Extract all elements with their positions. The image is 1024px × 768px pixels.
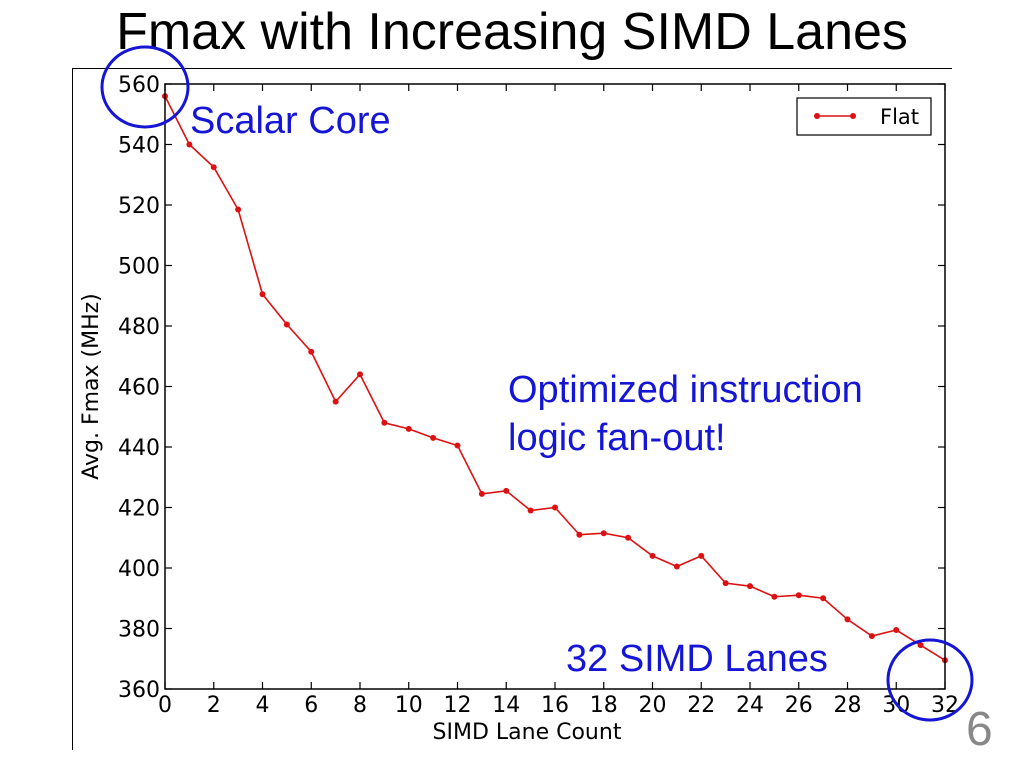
x-tick-label: 4 bbox=[256, 693, 270, 718]
x-tick-label: 32 bbox=[931, 693, 959, 718]
x-tick-label: 8 bbox=[353, 693, 367, 718]
plot-frame bbox=[164, 83, 946, 690]
data-point bbox=[405, 425, 412, 432]
data-point bbox=[186, 141, 193, 148]
data-point bbox=[259, 291, 266, 298]
legend-label-flat: Flat bbox=[880, 105, 919, 129]
y-tick-label: 560 bbox=[118, 73, 160, 98]
legend-marker bbox=[850, 113, 856, 119]
data-point bbox=[649, 552, 656, 559]
highlight-circle-32-lanes bbox=[886, 638, 974, 722]
data-point bbox=[283, 321, 290, 328]
data-point bbox=[454, 442, 461, 449]
simd-32-annotation: 32 SIMD Lanes bbox=[566, 638, 828, 680]
data-point bbox=[747, 583, 753, 590]
x-tick-label: 22 bbox=[687, 693, 715, 718]
x-tick-label: 26 bbox=[785, 693, 813, 718]
y-tick-label: 480 bbox=[118, 315, 160, 340]
x-tick-label: 12 bbox=[444, 693, 472, 718]
data-point bbox=[357, 371, 363, 378]
data-point bbox=[722, 580, 729, 587]
data-point bbox=[430, 434, 437, 441]
data-point bbox=[600, 530, 607, 537]
x-tick-label: 28 bbox=[834, 693, 862, 718]
x-tick-label: 0 bbox=[158, 693, 172, 718]
data-point bbox=[917, 642, 924, 649]
data-point bbox=[332, 398, 339, 405]
optimized-annotation-line2: logic fan-out! bbox=[508, 417, 726, 459]
y-axis-label: Avg. Fmax (MHz) bbox=[79, 293, 104, 480]
data-point bbox=[210, 164, 217, 171]
x-tick-label: 24 bbox=[736, 693, 764, 718]
legend: Flat bbox=[796, 97, 932, 136]
data-point bbox=[381, 419, 388, 426]
y-tick-label: 440 bbox=[118, 436, 160, 461]
title-underline bbox=[72, 68, 952, 69]
x-tick-label: 6 bbox=[304, 693, 318, 718]
data-point bbox=[235, 206, 242, 213]
highlight-circle-scalar-core bbox=[100, 45, 190, 129]
data-point bbox=[868, 633, 875, 640]
legend-marker bbox=[814, 113, 820, 119]
slide-title: Fmax with Increasing SIMD Lanes bbox=[116, 3, 908, 61]
y-tick-label: 540 bbox=[118, 134, 160, 159]
x-tick-label: 14 bbox=[492, 693, 520, 718]
data-point bbox=[478, 490, 485, 497]
series-layer bbox=[162, 93, 948, 664]
data-point bbox=[844, 616, 851, 623]
y-tick-label: 500 bbox=[118, 255, 160, 280]
y-tick-label: 360 bbox=[118, 678, 160, 703]
data-point bbox=[527, 507, 534, 514]
x-tick-label: 16 bbox=[541, 693, 569, 718]
y-tick-label: 380 bbox=[118, 618, 160, 643]
left-margin-rule bbox=[72, 68, 73, 750]
optimized-annotation-line1: Optimized instruction bbox=[508, 369, 863, 411]
data-point bbox=[673, 563, 680, 570]
x-tick-label: 20 bbox=[639, 693, 667, 718]
x-axis-label: SIMD Lane Count bbox=[433, 720, 622, 745]
y-tick-label: 400 bbox=[118, 557, 160, 582]
y-tick-label: 460 bbox=[118, 376, 160, 401]
data-point bbox=[698, 552, 705, 559]
data-point bbox=[308, 348, 315, 355]
data-point bbox=[893, 627, 900, 634]
x-tick-label: 18 bbox=[590, 693, 618, 718]
data-point bbox=[625, 534, 632, 541]
data-point bbox=[820, 595, 827, 602]
data-point bbox=[503, 487, 510, 494]
data-point bbox=[576, 531, 583, 538]
y-tick-label: 420 bbox=[118, 497, 160, 522]
data-point bbox=[552, 504, 558, 511]
y-tick-label: 520 bbox=[118, 194, 160, 219]
page-number: 6 bbox=[966, 703, 993, 756]
data-point bbox=[795, 592, 802, 599]
scalar-core-annotation: Scalar Core bbox=[190, 100, 391, 142]
optimized-annotation: Optimized instruction logic fan-out! bbox=[508, 366, 863, 462]
x-tick-label: 2 bbox=[207, 693, 221, 718]
ticks-layer: 0 2 4 6 8 10 12 14 16 18 20 22 24 26 28 30 3236038040042… bbox=[118, 73, 959, 718]
x-tick-label: 10 bbox=[395, 693, 423, 718]
data-point bbox=[771, 593, 778, 600]
